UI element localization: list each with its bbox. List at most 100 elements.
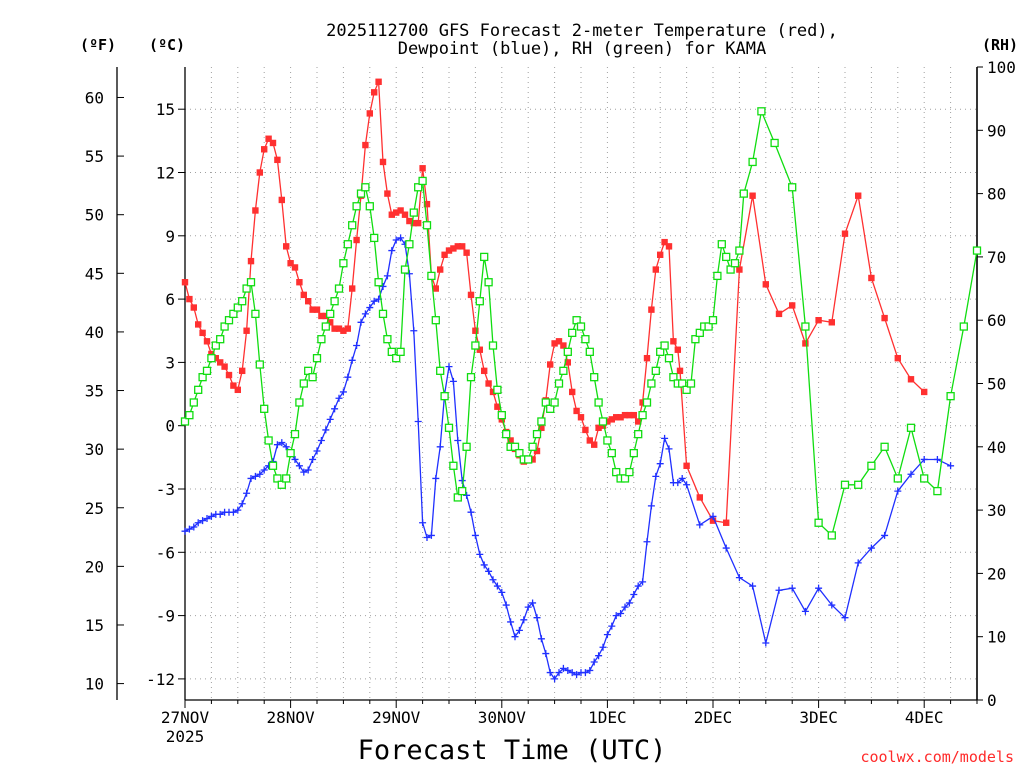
rh-point [664, 354, 674, 363]
dewpoint-point [564, 666, 572, 674]
dewpoint-point [313, 447, 321, 455]
dewpoint-point [436, 443, 444, 451]
grid-lines [185, 67, 977, 700]
fahrenheit-tick-label: 45 [85, 264, 104, 283]
rh-point [920, 474, 929, 483]
temperature-point [186, 295, 193, 303]
rh-point [405, 240, 414, 249]
temperature-point [437, 266, 444, 273]
temperature-point [296, 279, 303, 286]
dewpoint-point [573, 671, 581, 679]
rh-point [585, 347, 594, 357]
rh-point [656, 347, 665, 357]
rh-point [739, 189, 748, 198]
temperature-point [608, 416, 615, 423]
dewpoint-point [229, 508, 237, 516]
rh-point [748, 157, 757, 167]
rh-point [378, 309, 388, 319]
rh-point [290, 429, 300, 439]
temperature-point [190, 304, 197, 311]
rh-point [436, 366, 445, 375]
dewpoint-point [449, 377, 457, 385]
temperature-point [538, 424, 545, 432]
rh-tick-label: 90 [987, 121, 1006, 140]
rh-point [409, 208, 418, 217]
rh-point [572, 316, 581, 325]
dewpoint-point [586, 666, 594, 674]
rh-point [299, 379, 308, 388]
rh-point [480, 252, 489, 262]
rh-point [220, 322, 229, 331]
rh-point [427, 271, 436, 281]
rh-point [321, 322, 330, 331]
temperature-point [397, 207, 404, 214]
rh-tick-label: 60 [987, 311, 1006, 330]
rh-point [458, 486, 467, 496]
temperature-point [626, 411, 633, 419]
temperature-point [265, 135, 272, 142]
rh-point [972, 246, 982, 255]
dewpoint-point [331, 405, 339, 413]
celsius-tick-label: 6 [165, 290, 175, 309]
dewpoint-point [529, 599, 537, 607]
rh-point [515, 448, 524, 458]
rh-point [726, 265, 735, 274]
rh-point [612, 467, 621, 477]
temperature-point [907, 376, 915, 383]
temperature-point [415, 219, 422, 227]
rh-point [414, 183, 423, 192]
rh-point [242, 284, 251, 293]
fahrenheit-tick-label: 15 [85, 616, 104, 635]
temperature-point [604, 418, 611, 425]
rh-point [581, 335, 590, 344]
dewpoint-point [683, 481, 691, 489]
celsius-axis-label: (ºC) [149, 36, 185, 54]
dewpoint-point [498, 588, 506, 596]
rh-point [444, 423, 454, 432]
dewpoint-point [507, 618, 515, 626]
fahrenheit-tick-label: 60 [85, 88, 104, 107]
temperature-point [393, 209, 400, 216]
rh-tick-label: 30 [987, 501, 1006, 520]
rh-point [840, 480, 850, 489]
temperature-point [445, 247, 453, 254]
source-credit: coolwx.com/models [860, 748, 1014, 766]
rh-point [431, 316, 440, 325]
dewpoint-point [511, 633, 519, 641]
rh-point [524, 455, 533, 464]
rh-point [559, 366, 568, 375]
temperature-point [239, 367, 246, 375]
celsius-tick-label: 0 [165, 417, 175, 436]
temperature-point [371, 89, 378, 96]
rh-point [286, 448, 295, 458]
dewpoint-point [493, 582, 501, 590]
dewpoint-point [348, 356, 356, 364]
fahrenheit-axis-label: (ºF) [80, 36, 116, 54]
temperature-point [723, 519, 730, 526]
rh-point [400, 265, 410, 274]
temperature-point [709, 517, 717, 524]
rh-point [634, 429, 643, 439]
dewpoint-point [326, 415, 334, 423]
x-tick-label: 29NOV [372, 708, 421, 727]
dewpoint-point [907, 470, 915, 478]
rh-point [735, 246, 744, 255]
rh-point [396, 347, 405, 357]
rh-point [238, 297, 247, 306]
rh-point [722, 252, 731, 262]
rh-point [422, 221, 432, 230]
rh-point [387, 347, 396, 357]
dewpoint-point [388, 247, 396, 255]
dewpoint-point [696, 521, 704, 529]
rh-point [647, 379, 656, 388]
dewpoint-point [427, 531, 435, 539]
temperature-point [353, 236, 360, 244]
dewpoint-point [295, 462, 303, 470]
rh-point [788, 183, 797, 192]
rh-point [638, 410, 647, 420]
dewpoint-point [661, 434, 669, 442]
dewpoint-point [392, 236, 400, 244]
temperature-point [463, 249, 470, 256]
rh-point [216, 335, 225, 344]
